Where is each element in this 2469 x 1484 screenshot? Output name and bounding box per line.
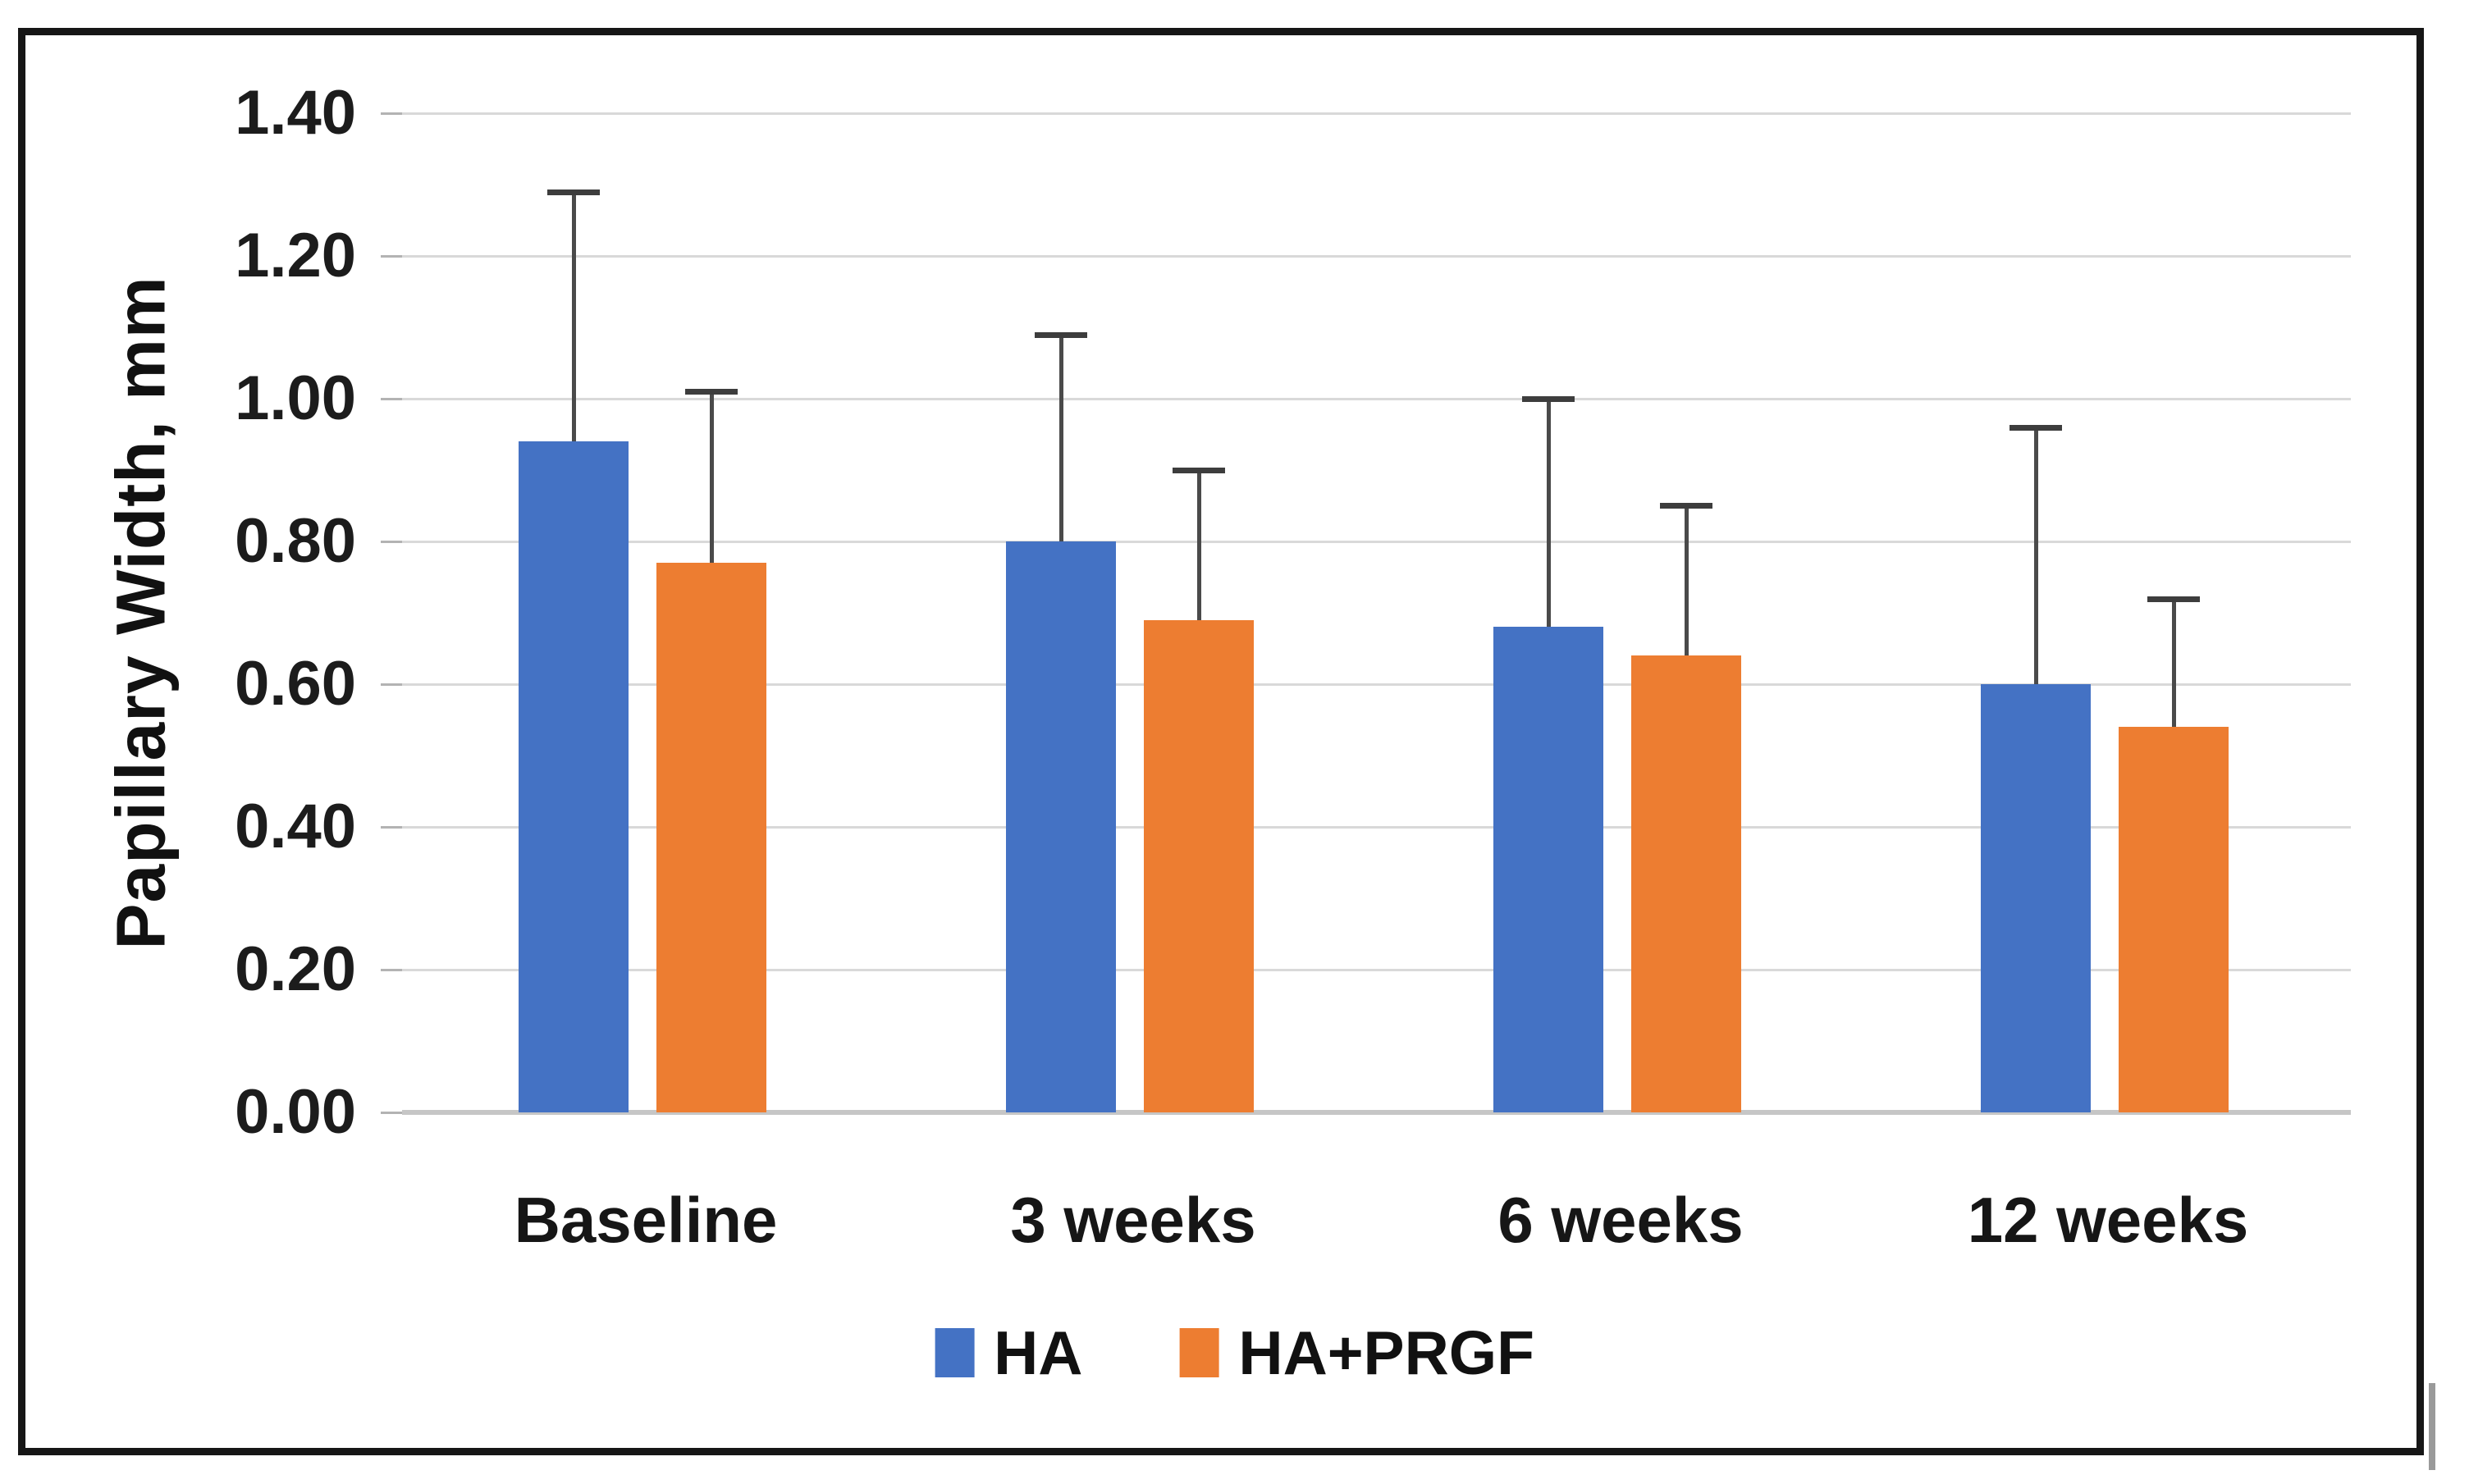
y-tick-label: 0.20	[235, 934, 356, 1004]
gridline	[402, 541, 2351, 543]
error-bar-ha-6-weeks	[1546, 399, 1551, 627]
error-bar-ha-baseline	[571, 192, 576, 441]
gridline	[402, 255, 2351, 258]
y-axis-tick	[381, 969, 402, 971]
y-tick-label: 0.80	[235, 506, 356, 576]
x-axis-label-12-weeks: 12 weeks	[1967, 1184, 2249, 1256]
gridline	[402, 969, 2351, 971]
y-axis-tick	[381, 683, 402, 686]
y-axis-tick	[381, 112, 402, 115]
bar-ha-prgf-12-weeks	[2119, 727, 2229, 1112]
legend-swatch-ha-icon	[935, 1328, 975, 1377]
error-bar-ha-prgf-baseline	[709, 391, 714, 563]
y-axis-tick	[381, 255, 402, 258]
bar-ha-prgf-baseline	[656, 563, 766, 1112]
x-axis-label-6-weeks: 6 weeks	[1497, 1184, 1744, 1256]
bar-ha-baseline	[519, 441, 629, 1112]
y-axis-tick	[381, 826, 402, 829]
bar-ha-6-weeks	[1493, 627, 1603, 1112]
y-tick-label: 0.00	[235, 1077, 356, 1147]
legend: HA HA+PRGF	[935, 1317, 1534, 1388]
bar-ha-prgf-3-weeks	[1144, 620, 1254, 1112]
bar-ha-12-weeks	[1981, 684, 2091, 1112]
error-bar-cap-ha-6-weeks	[1522, 396, 1575, 402]
legend-item-ha-prgf: HA+PRGF	[1179, 1317, 1534, 1388]
y-axis-tick	[381, 541, 402, 543]
y-tick-label: 0.40	[235, 792, 356, 861]
legend-label-ha-prgf: HA+PRGF	[1238, 1318, 1534, 1387]
y-axis-title-text: Papillary Width, mm	[102, 276, 180, 950]
legend-item-ha: HA	[935, 1317, 1082, 1388]
edge-artifact-line	[2429, 1383, 2435, 1470]
bar-ha-3-weeks	[1006, 541, 1116, 1112]
gridline	[402, 398, 2351, 400]
error-bar-cap-ha-prgf-baseline	[685, 389, 738, 395]
y-tick-label: 1.00	[235, 363, 356, 433]
gridline	[402, 826, 2351, 829]
error-bar-cap-ha-prgf-6-weeks	[1660, 503, 1712, 509]
gridline	[402, 683, 2351, 686]
y-axis-tick	[381, 1112, 402, 1114]
legend-swatch-ha-prgf-icon	[1179, 1328, 1219, 1377]
y-axis-tick	[381, 398, 402, 400]
error-bar-ha-prgf-6-weeks	[1684, 505, 1689, 655]
gridline	[402, 112, 2351, 115]
x-axis-line	[402, 1110, 2351, 1115]
y-tick-label: 0.60	[235, 649, 356, 719]
error-bar-ha-prgf-12-weeks	[2171, 599, 2176, 727]
error-bar-cap-ha-12-weeks	[2009, 425, 2062, 431]
error-bar-cap-ha-prgf-12-weeks	[2147, 596, 2200, 602]
error-bar-cap-ha-3-weeks	[1035, 332, 1087, 338]
error-bar-ha-12-weeks	[2033, 427, 2038, 684]
error-bar-cap-ha-baseline	[547, 189, 600, 195]
error-bar-ha-3-weeks	[1058, 335, 1063, 541]
y-tick-label: 1.40	[235, 78, 356, 148]
x-axis-label-baseline: Baseline	[514, 1184, 778, 1256]
y-tick-label: 1.20	[235, 221, 356, 290]
error-bar-cap-ha-prgf-3-weeks	[1173, 468, 1225, 473]
error-bar-ha-prgf-3-weeks	[1196, 470, 1201, 620]
x-axis-label-3-weeks: 3 weeks	[1010, 1184, 1256, 1256]
bar-ha-prgf-6-weeks	[1631, 655, 1741, 1112]
legend-label-ha: HA	[994, 1318, 1083, 1387]
